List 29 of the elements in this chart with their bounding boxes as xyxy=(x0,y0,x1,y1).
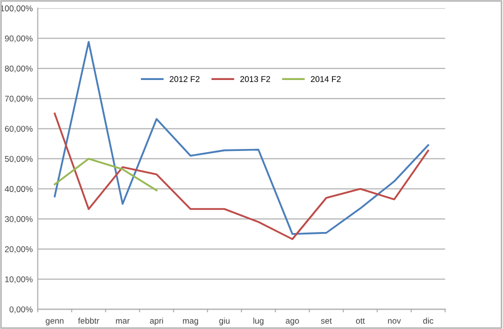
x-tick-label: apri xyxy=(150,318,163,326)
y-tick-label: 80,00% xyxy=(4,66,33,73)
legend-label: 2013 F2 xyxy=(240,76,270,82)
x-tick-label: ott xyxy=(356,318,365,324)
x-tick-label: ago xyxy=(286,319,299,326)
x-tick-label: mag xyxy=(182,319,198,326)
y-tick-label: 30,00% xyxy=(4,216,33,224)
legend-label: 2012 F2 xyxy=(170,76,200,82)
x-tick-label: giu xyxy=(219,318,230,326)
line-series xyxy=(54,41,430,235)
y-tick-label: 100,00% xyxy=(0,5,33,12)
x-tick-label: dic xyxy=(423,318,434,324)
x-tick-label: genn xyxy=(46,319,64,326)
y-tick-label: 60,00% xyxy=(5,126,33,133)
x-tick-label: nov xyxy=(388,319,401,324)
y-tick-label: 50,00% xyxy=(4,156,33,163)
y-tick-label: 40,00% xyxy=(4,186,33,193)
y-tick-label: 90,00% xyxy=(4,36,33,42)
line-series xyxy=(54,158,158,192)
x-tick-label: lug xyxy=(253,318,264,326)
y-tick-label: 0,00% xyxy=(10,306,33,314)
y-tick-label: 10,00% xyxy=(5,276,33,284)
y-tick-label: 70,00% xyxy=(5,96,33,103)
x-tick-label: set xyxy=(320,318,332,324)
legend-label: 2014 F2 xyxy=(310,76,341,82)
x-tick-label: mar xyxy=(116,319,130,324)
line-series xyxy=(54,112,430,240)
y-tick-label: 20,00% xyxy=(5,246,33,254)
x-tick-label: febbtr xyxy=(78,318,100,324)
